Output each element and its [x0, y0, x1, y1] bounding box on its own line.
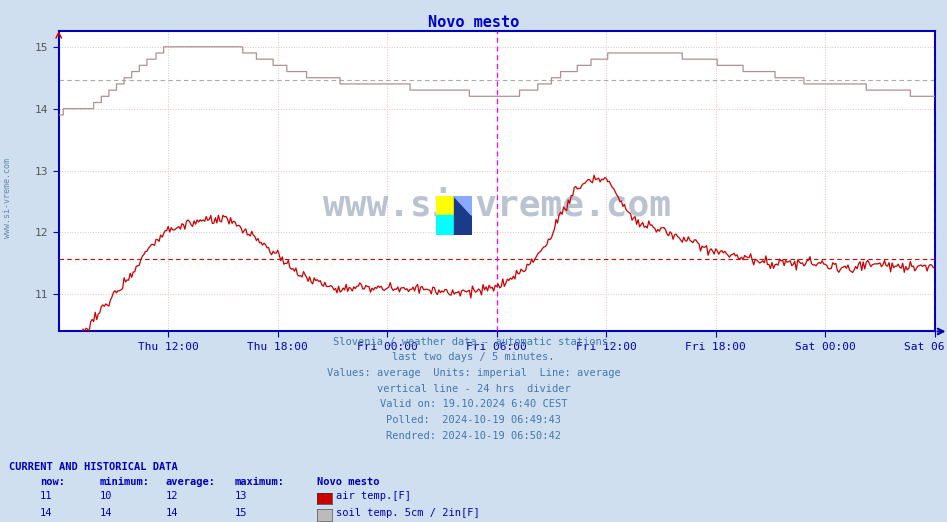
- Text: Novo mesto: Novo mesto: [317, 477, 380, 487]
- Text: 11: 11: [40, 491, 52, 501]
- Text: air temp.[F]: air temp.[F]: [336, 491, 411, 501]
- Text: Slovenia / weather data - automatic stations.: Slovenia / weather data - automatic stat…: [333, 337, 614, 347]
- Text: 14: 14: [99, 508, 112, 518]
- Bar: [436, 196, 454, 215]
- Text: 14: 14: [166, 508, 178, 518]
- Text: Rendred: 2024-10-19 06:50:42: Rendred: 2024-10-19 06:50:42: [386, 431, 561, 441]
- Text: last two days / 5 minutes.: last two days / 5 minutes.: [392, 352, 555, 362]
- Text: average:: average:: [166, 477, 216, 487]
- Text: 13: 13: [235, 491, 247, 501]
- Text: Valid on: 19.10.2024 6:40 CEST: Valid on: 19.10.2024 6:40 CEST: [380, 399, 567, 409]
- Text: now:: now:: [40, 477, 64, 487]
- Text: www.si-vreme.com: www.si-vreme.com: [3, 158, 12, 239]
- Text: soil temp. 5cm / 2in[F]: soil temp. 5cm / 2in[F]: [336, 508, 480, 518]
- Text: Values: average  Units: imperial  Line: average: Values: average Units: imperial Line: av…: [327, 368, 620, 378]
- Text: www.si-vreme.com: www.si-vreme.com: [323, 188, 670, 222]
- Text: 15: 15: [235, 508, 247, 518]
- Text: minimum:: minimum:: [99, 477, 150, 487]
- Text: 12: 12: [166, 491, 178, 501]
- Polygon shape: [454, 196, 472, 215]
- Bar: [436, 215, 454, 235]
- Text: Polled:  2024-10-19 06:49:43: Polled: 2024-10-19 06:49:43: [386, 415, 561, 425]
- Bar: [454, 196, 472, 235]
- Text: CURRENT AND HISTORICAL DATA: CURRENT AND HISTORICAL DATA: [9, 462, 178, 472]
- Text: vertical line - 24 hrs  divider: vertical line - 24 hrs divider: [377, 384, 570, 394]
- Text: 14: 14: [40, 508, 52, 518]
- Text: Novo mesto: Novo mesto: [428, 15, 519, 30]
- Text: maximum:: maximum:: [235, 477, 285, 487]
- Text: 10: 10: [99, 491, 112, 501]
